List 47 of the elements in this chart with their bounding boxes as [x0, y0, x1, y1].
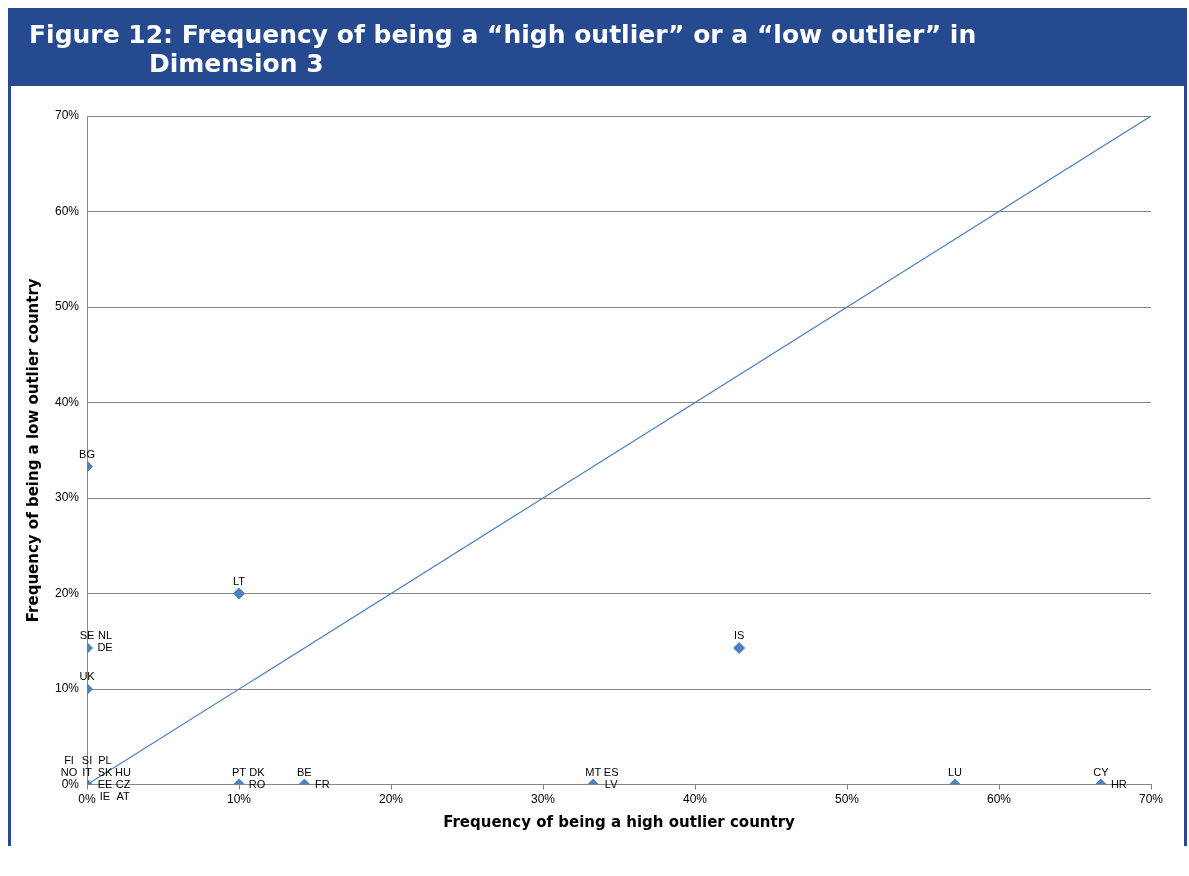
x-tick-label: 50%	[834, 792, 860, 807]
y-tick-label: 40%	[54, 394, 80, 409]
annotation: NL	[97, 629, 113, 642]
annotation: DE	[97, 641, 113, 654]
x-tick-label: 40%	[682, 792, 708, 807]
x-tick-label: 70%	[1138, 792, 1164, 807]
annotation: FR	[315, 777, 330, 790]
annotation: RO	[248, 777, 266, 790]
annotation: PL	[98, 753, 112, 766]
annotation: CZ	[115, 777, 131, 790]
annotation: HR	[1110, 777, 1127, 790]
annotation: CY	[1093, 765, 1110, 778]
x-axis-title: Frequency of being a high outlier country	[443, 812, 796, 831]
annotation: UK	[79, 670, 96, 683]
annotation: LT	[233, 574, 246, 587]
annotation: SI	[81, 753, 93, 766]
y-tick-label: 0%	[61, 776, 80, 791]
annotation: PT	[231, 765, 247, 778]
annotation: BG	[79, 447, 95, 460]
annotation: SE	[79, 629, 95, 642]
annotation: NO	[60, 765, 78, 778]
x-tick-label: 10%	[227, 792, 252, 807]
annotation: HU	[115, 765, 132, 778]
annotation: IT	[82, 765, 93, 778]
y-tick-label: 10%	[54, 681, 80, 696]
x-tick-label: 60%	[986, 792, 1012, 807]
annotation: LV	[604, 777, 619, 790]
y-tick-label: 30%	[54, 490, 80, 505]
annotation: AT	[116, 789, 130, 802]
y-tick-label: 70%	[54, 108, 80, 123]
x-tick-label: 30%	[530, 792, 556, 807]
y-axis-title: Frequency of being a low outlier country	[23, 278, 42, 623]
x-tick-label: 0%	[78, 792, 97, 807]
y-tick-label: 50%	[54, 299, 80, 314]
chart-title: Figure 12: Frequency of being a “high outlier” or a “low outlier” in Dimension 3	[11, 8, 1184, 86]
y-tick-label: 20%	[54, 585, 80, 600]
annotation: ES	[603, 765, 619, 778]
annotation: FI	[64, 753, 74, 766]
annotation: BE	[297, 765, 312, 778]
annotation: MT	[585, 765, 602, 778]
annotation: DK	[249, 765, 266, 778]
annotation: EE	[97, 777, 113, 790]
annotation: IE	[99, 789, 111, 802]
annotation: IS	[733, 629, 745, 642]
y-tick-label: 60%	[54, 203, 80, 218]
annotation: LU	[947, 765, 963, 778]
x-tick-label: 20%	[379, 792, 404, 807]
